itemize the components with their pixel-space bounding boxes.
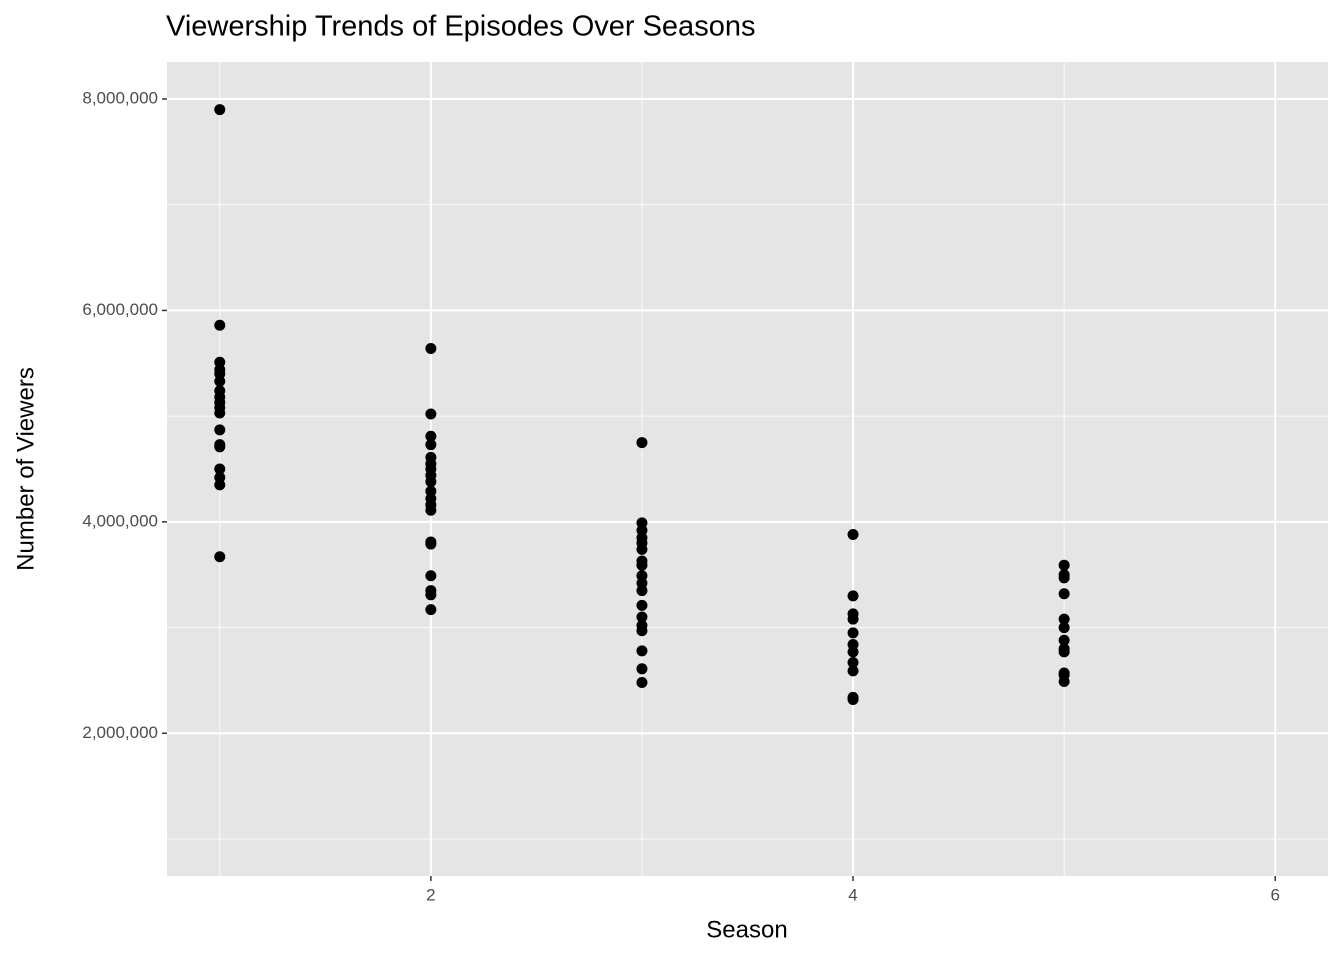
point [636,599,648,611]
point [847,656,859,668]
point [1058,588,1070,600]
y-tick-label: 2,000,000 [82,723,158,742]
point [425,570,437,582]
point [214,104,226,116]
x-tick-label: 6 [1270,885,1279,904]
point [847,646,859,658]
point [214,375,226,387]
y-tick-label: 4,000,000 [82,511,158,530]
point [425,430,437,442]
point [636,559,648,571]
point [847,627,859,639]
point [214,479,226,491]
point [214,424,226,436]
point [636,437,648,449]
point [636,663,648,675]
point [425,604,437,616]
point [1058,634,1070,646]
point [1058,675,1070,687]
x-axis-title: Season [706,916,787,943]
point [214,407,226,419]
point [214,551,226,563]
point [425,504,437,516]
chart-title: Viewership Trends of Episodes Over Seaso… [166,11,755,43]
x-tick-label: 2 [426,885,435,904]
panel [167,62,1328,876]
point [636,543,648,555]
y-axis-title: Number of Viewers [12,367,39,571]
point [1058,559,1070,571]
point [847,665,859,677]
point [425,439,437,451]
point [847,613,859,625]
point [214,441,226,453]
point [1058,572,1070,584]
point [847,693,859,705]
point [636,645,648,657]
point [214,319,226,331]
point [847,590,859,602]
point [1058,646,1070,658]
point [636,585,648,597]
point [636,677,648,689]
y-tick-label: 8,000,000 [82,88,158,107]
point [636,611,648,623]
point [847,529,859,541]
point [1058,613,1070,625]
point [425,476,437,488]
point [425,342,437,354]
point [425,589,437,601]
point [425,538,437,550]
point [636,625,648,637]
y-tick-label: 6,000,000 [82,300,158,319]
point [214,463,226,475]
point [1058,622,1070,634]
x-tick-label: 4 [848,885,857,904]
point [425,408,437,420]
